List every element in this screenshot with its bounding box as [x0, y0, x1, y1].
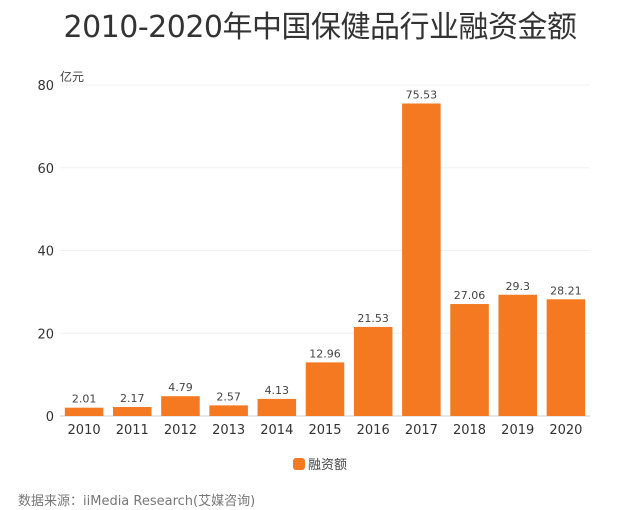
legend-label: 融资额	[307, 458, 347, 473]
bar-2014	[257, 398, 297, 416]
x-tick-label: 2017	[405, 423, 438, 438]
x-tick-label: 2016	[357, 423, 390, 438]
data-label: 29.3	[505, 280, 530, 293]
x-tick-label: 2013	[212, 423, 245, 438]
data-label: 4.79	[168, 381, 193, 394]
bar-2019	[498, 294, 537, 416]
data-label: 28.21	[550, 284, 582, 297]
chart-title: 2010-2020年中国保健品行业融资金额	[63, 10, 577, 45]
x-tick-label: 2020	[549, 423, 582, 438]
x-tick-label: 2015	[308, 423, 341, 438]
x-tick-label: 2012	[164, 423, 197, 438]
legend: 融资额	[0, 454, 640, 473]
bar-2020	[546, 299, 586, 416]
x-tick-label: 2010	[68, 423, 101, 438]
bar-2012	[161, 396, 200, 416]
data-label: 2.57	[216, 390, 241, 403]
x-tick-label: 2018	[453, 423, 486, 438]
bar-chart: 0 20 40 60 80 2.01 2010 2.17 2011 4.79 2012 2.57 201…	[37, 79, 590, 438]
y-tick-label: 0	[46, 410, 54, 425]
bar-2010	[64, 407, 104, 416]
y-axis-unit-label: 亿元	[60, 70, 85, 84]
y-tick-label: 20	[37, 327, 54, 342]
y-tick-label: 80	[37, 79, 54, 94]
data-label: 27.06	[454, 289, 486, 302]
y-tick-label: 40	[37, 245, 54, 260]
bar-2011	[113, 407, 152, 416]
data-label: 4.13	[265, 384, 290, 397]
bar-2018	[450, 304, 489, 416]
legend-swatch	[292, 458, 305, 470]
data-label: 75.53	[406, 88, 438, 101]
bar-2013	[209, 405, 248, 416]
x-tick-label: 2019	[501, 423, 534, 438]
bar-2015	[305, 362, 345, 416]
x-tick-label: 2014	[260, 423, 293, 438]
data-label: 2.17	[120, 392, 145, 405]
bar-2016	[353, 326, 393, 416]
data-label: 2.01	[72, 393, 97, 406]
data-label: 12.96	[309, 347, 341, 360]
data-label: 21.53	[357, 312, 389, 325]
y-tick-label: 60	[37, 162, 54, 177]
bar-2017	[402, 103, 441, 416]
source-note: 数据来源：iiMedia Research(艾媒咨询)	[18, 494, 256, 509]
x-tick-label: 2011	[116, 423, 149, 438]
